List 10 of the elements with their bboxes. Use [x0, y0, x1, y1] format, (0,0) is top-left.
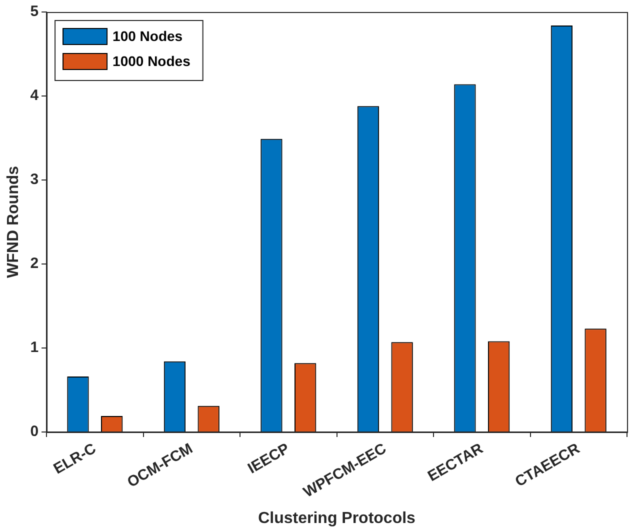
y-tick-label: 4 [30, 87, 40, 104]
y-tick-label: 3 [30, 171, 39, 188]
y-tick-label: 0 [30, 423, 39, 440]
y-tick-label: 5 [30, 3, 39, 20]
x-axis-title: Clustering Protocols [258, 510, 416, 527]
y-axis-title: WFND Rounds [5, 166, 22, 278]
legend-label: 100 Nodes [112, 28, 183, 44]
legend-label: 1000 Nodes [112, 52, 191, 69]
y-tick-label: 2 [30, 255, 39, 272]
y-tick-label: 1 [30, 339, 39, 356]
